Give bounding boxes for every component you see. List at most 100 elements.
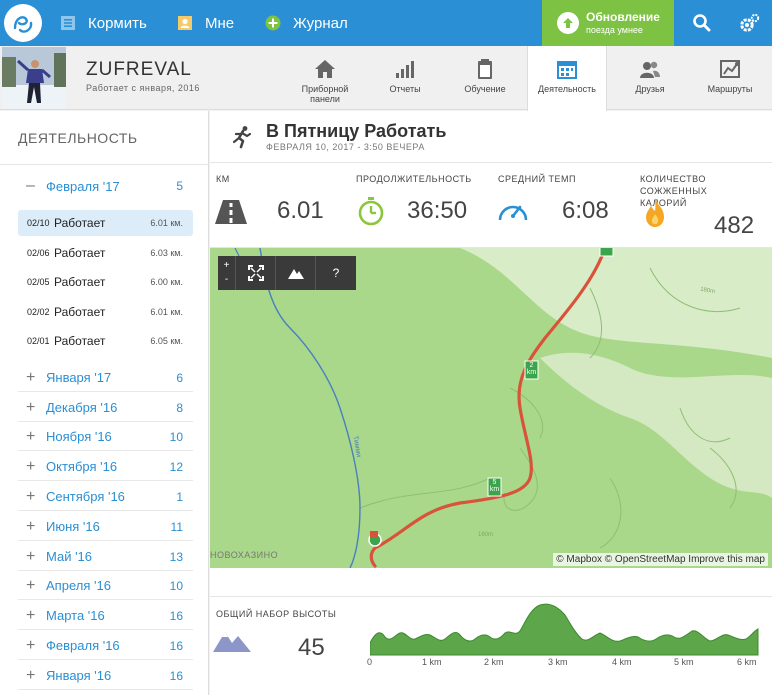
month-count: 16 <box>169 668 183 683</box>
month-item[interactable]: + Июня '16 11 <box>18 513 193 541</box>
friends-icon <box>640 61 660 78</box>
sidebar-title: ДЕЯТЕЛЬНОСТЬ <box>0 111 208 165</box>
tab-routes[interactable]: Маршруты <box>695 46 765 110</box>
tab-friends-label: Друзья <box>635 84 665 94</box>
month-count: 16 <box>169 608 183 623</box>
activity-name: Работает <box>54 246 106 260</box>
zoom-control[interactable]: + - <box>218 256 236 290</box>
tab-training[interactable]: Обучение <box>450 46 520 110</box>
month-label: Декабря '16 <box>46 400 118 415</box>
tab-reports[interactable]: Отчеты <box>370 46 440 110</box>
activity-date: ФЕВРАЛЯ 10, 2017 - 3:50 ВЕЧЕРА <box>266 142 425 152</box>
activity-date: 02/10 <box>27 218 50 228</box>
road-icon <box>215 200 247 224</box>
gear-icon[interactable] <box>737 11 761 35</box>
month-item[interactable]: + Сентября '16 1 <box>18 483 193 511</box>
elevation-label: ОБЩИЙ НАБОР ВЫСОТЫ <box>216 609 337 619</box>
activity-date: 02/01 <box>27 336 50 346</box>
stat-duration: ПРОДОЛЖИТЕЛЬНОСТЬ 36:50 <box>350 164 490 248</box>
profile-header: ZUFREVAL Работает с января, 2016 Приборн… <box>0 46 772 111</box>
plus-icon: + <box>26 517 36 535</box>
month-label: Май '16 <box>46 549 93 564</box>
map-contour-label: 160m <box>478 532 494 538</box>
terrain-icon <box>287 269 304 279</box>
activity-header: В Пятницу Работать ФЕВРАЛЯ 10, 2017 - 3:… <box>210 111 772 163</box>
x-tick: 1 km <box>422 657 442 667</box>
fullscreen-button[interactable] <box>236 256 276 290</box>
month-item[interactable]: + Май '16 13 <box>18 543 193 571</box>
month-item[interactable]: + Апреля '16 10 <box>18 572 193 600</box>
month-count: 5 <box>176 179 183 193</box>
activity-item[interactable]: 02/06 Работает 6.03 км. <box>18 240 193 266</box>
route-map[interactable]: 2 km 5 km НОВОХАЗИНО Тимми 180m 160m + -… <box>210 248 772 568</box>
terrain-button[interactable] <box>276 256 316 290</box>
clipboard-icon <box>478 59 492 79</box>
fullscreen-icon <box>247 265 264 281</box>
speedometer-icon <box>498 205 528 221</box>
tab-friends[interactable]: Друзья <box>615 46 685 110</box>
bars-icon <box>396 61 414 78</box>
month-item[interactable]: + Ноября '16 10 <box>18 423 193 451</box>
tab-routes-label: Маршруты <box>707 84 753 94</box>
stat-label: СРЕДНИЙ ТЕМП <box>498 174 577 184</box>
month-item[interactable]: + Октября '16 12 <box>18 453 193 481</box>
minus-icon: – <box>26 177 35 194</box>
month-open[interactable]: – Февраля '17 5 <box>18 172 193 200</box>
month-count: 10 <box>169 578 183 593</box>
month-label: Июня '16 <box>46 519 100 534</box>
user-icon <box>177 15 193 31</box>
activity-sidebar: ДЕЯТЕЛЬНОСТЬ – Февраля '17 5 02/10 Работ… <box>0 111 209 695</box>
plus-icon: + <box>26 636 36 654</box>
avatar[interactable] <box>2 47 66 109</box>
activity-distance: 6.03 км. <box>150 248 183 258</box>
x-tick: 2 km <box>484 657 504 667</box>
month-label: Апреля '16 <box>46 578 111 593</box>
top-navigation-bar: Кормить Мне Журнал Обновление поезда умн… <box>0 0 772 46</box>
zoom-in-button[interactable]: + <box>223 260 230 271</box>
tab-dashboard[interactable]: Приборной панели <box>290 46 360 110</box>
runner-icon <box>232 126 252 149</box>
map-controls: + - ? <box>218 256 356 290</box>
home-icon <box>315 60 335 78</box>
username: ZUFREVAL <box>86 59 192 80</box>
activity-name: Работает <box>54 275 106 289</box>
activity-item[interactable]: 02/10 Работает 6.01 км. <box>18 210 193 236</box>
activity-item[interactable]: 02/02 Работает 6.01 км. <box>18 299 193 325</box>
plus-icon <box>265 15 281 31</box>
month-item[interactable]: + Февраля '16 16 <box>18 632 193 660</box>
month-label: Марта '16 <box>46 608 105 623</box>
plus-icon: + <box>26 666 36 684</box>
tab-activity-label: Деятельность <box>538 84 596 94</box>
stat-distance: КМ 6.01 <box>210 164 348 248</box>
tab-activity[interactable]: Деятельность <box>527 46 607 111</box>
activity-distance: 6.01 км. <box>150 218 183 228</box>
activity-item[interactable]: 02/05 Работает 6.00 км. <box>18 269 193 295</box>
app-logo[interactable] <box>4 4 42 42</box>
month-label: Февраля '16 <box>46 638 120 653</box>
elevation-value: 45 <box>298 634 325 661</box>
plus-icon: + <box>26 487 36 505</box>
x-tick: 5 km <box>674 657 694 667</box>
feed-icon <box>60 15 76 31</box>
month-item[interactable]: + Марта '16 16 <box>18 602 193 630</box>
nav-journal[interactable]: Журнал <box>265 0 348 46</box>
activity-name: Работает <box>54 334 106 348</box>
search-icon[interactable] <box>690 11 714 35</box>
activity-item[interactable]: 02/01 Работает 6.05 км. <box>18 328 193 354</box>
activity-name: Работает <box>54 216 106 230</box>
update-button[interactable]: Обновление поезда умнее <box>542 0 674 46</box>
map-attribution[interactable]: © Mapbox © OpenStreetMap Improve this ma… <box>553 553 768 566</box>
month-item[interactable]: + Декабря '16 8 <box>18 394 193 422</box>
month-item[interactable]: + Января '17 6 <box>18 364 193 392</box>
km-marker-5: 5 km <box>489 479 500 493</box>
month-count: 10 <box>169 429 183 444</box>
zoom-out-button[interactable]: - <box>224 274 229 285</box>
nav-me[interactable]: Мне <box>177 0 234 46</box>
stat-value: 36:50 <box>407 197 468 224</box>
month-item[interactable]: + Января '16 16 <box>18 662 193 690</box>
mountain-icon <box>213 632 251 652</box>
help-button[interactable]: ? <box>332 266 340 280</box>
nav-feed[interactable]: Кормить <box>60 0 147 46</box>
plus-icon: + <box>26 427 36 445</box>
arrow-up-icon <box>557 12 579 34</box>
